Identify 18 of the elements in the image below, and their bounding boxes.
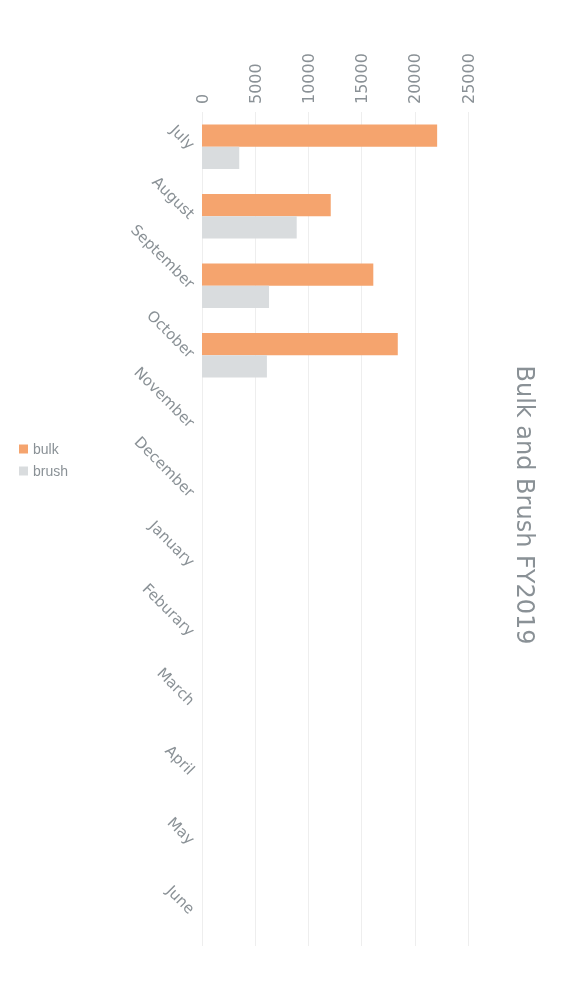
bar: [202, 263, 374, 286]
legend-label: brush: [33, 463, 69, 479]
bar: [202, 194, 331, 217]
x-tick-label: 5000: [245, 63, 265, 104]
x-tick-label: 10000: [298, 53, 318, 104]
x-tick-label: 15000: [352, 53, 372, 104]
text: Bulk and Brush FY2019: [511, 365, 539, 645]
bar: [202, 124, 438, 147]
bar: [202, 285, 270, 308]
x-tick-label: 0: [192, 93, 212, 104]
y-tick-label: July: [165, 120, 199, 154]
bar: [202, 146, 240, 169]
bar: [202, 216, 297, 239]
x-tick-label: 20000: [405, 53, 425, 104]
legend-label: bulk: [33, 441, 60, 457]
bar: [202, 355, 267, 378]
x-tick-label: 25000: [458, 53, 478, 104]
bar: [202, 333, 398, 356]
